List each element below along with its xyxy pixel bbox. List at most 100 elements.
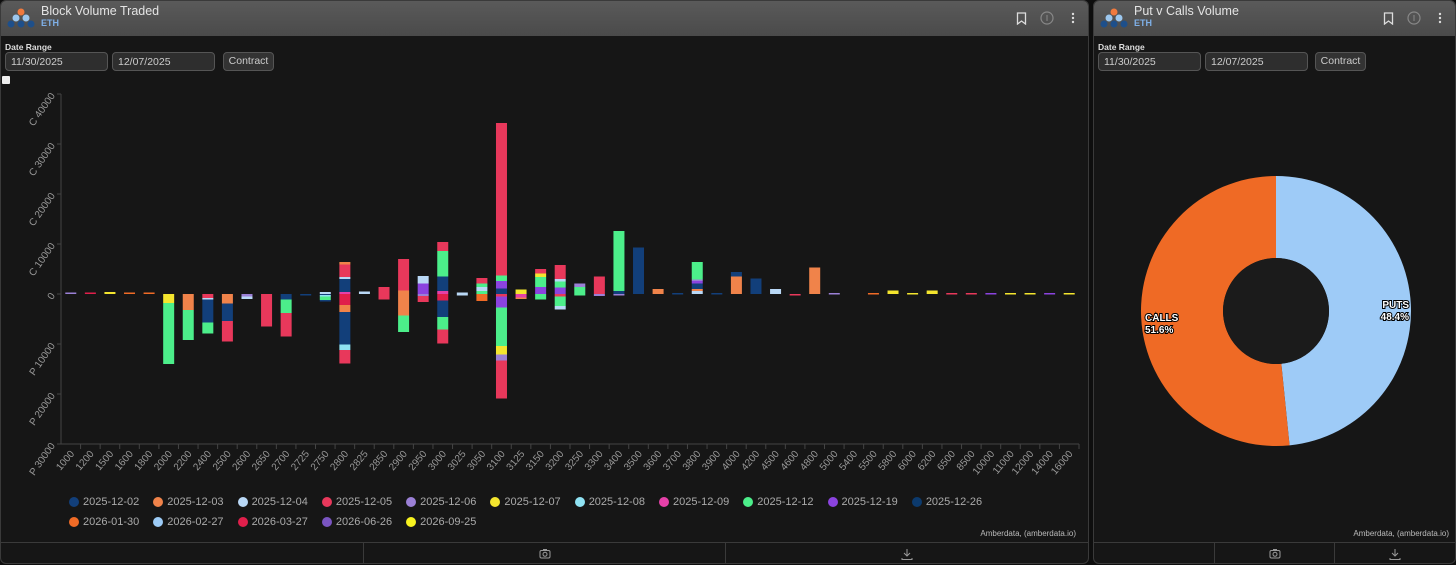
bar-segment-puts-3125-2025-12-09[interactable] (515, 294, 527, 298)
bar-segment-calls-1500-2025-12-07[interactable] (104, 292, 116, 294)
expand-toggle-icon[interactable] (2, 76, 10, 84)
end-date-input[interactable]: 12/07/2025 (112, 52, 215, 71)
bar-segment-puts-3200-2025-12-04[interactable] (554, 306, 566, 310)
bookmark-icon[interactable] (1381, 11, 1395, 25)
bar-segment-puts-2500-2025-12-05[interactable] (221, 321, 233, 342)
bar-segment-puts-2800-2025-12-02[interactable] (339, 312, 351, 345)
bar-segment-calls-4000-2025-12-03[interactable] (730, 276, 742, 295)
bar-segment-calls-3050-2025-12-12[interactable] (476, 291, 488, 294)
bar-segment-puts-2200-2025-12-03[interactable] (182, 294, 194, 310)
bar-segment-calls-6200-2025-12-07[interactable] (926, 290, 938, 295)
bar-segment-puts-2700-2025-12-02[interactable] (280, 294, 292, 300)
bar-segment-puts-3100-2025-12-05[interactable] (495, 294, 507, 297)
bar-segment-puts-3050-2026-01-30[interactable] (476, 294, 488, 301)
bar-segment-calls-1800-2026-01-30[interactable] (143, 292, 155, 295)
bar-segment-calls-3250-2025-12-06[interactable] (574, 283, 586, 288)
bar-segment-calls-3700-2025-12-02[interactable] (672, 293, 684, 295)
bar-segment-puts-3000-2025-12-02[interactable] (437, 300, 449, 318)
bar-segment-puts-2400-2025-12-02[interactable] (202, 299, 214, 323)
legend-item[interactable]: 2026-06-26 (321, 515, 392, 529)
bar-segment-puts-3200-2025-12-05[interactable] (554, 294, 566, 297)
bar-segment-puts-2900-2025-12-03[interactable] (398, 294, 410, 316)
contract-button[interactable]: Contract (1315, 52, 1366, 71)
bar-segment-calls-2950-2025-12-04[interactable] (417, 276, 429, 284)
bar-segment-puts-2750-2025-12-08[interactable] (319, 295, 331, 297)
bar-segment-calls-3400-2025-12-12[interactable] (613, 231, 625, 291)
bar-segment-calls-3500-2025-12-02[interactable] (633, 247, 645, 295)
bar-segment-puts-2800-2025-12-05[interactable] (339, 350, 351, 364)
bar-segment-puts-2000-2025-12-07[interactable] (163, 294, 175, 303)
bar-segment-puts-2700-2025-12-05[interactable] (280, 313, 292, 337)
bar-segment-calls-3900-2025-12-02[interactable] (711, 293, 723, 295)
bar-segment-puts-4600-2025-12-05[interactable] (789, 294, 801, 296)
legend-item[interactable]: 2025-12-09 (658, 495, 729, 509)
bar-segment-puts-3200-2025-12-12[interactable] (554, 296, 566, 307)
bar-segment-calls-3200-2025-12-12[interactable] (554, 281, 566, 288)
bar-segment-calls-4000-2025-12-02[interactable] (730, 272, 742, 277)
bar-segment-calls-2950-2025-12-19[interactable] (417, 283, 429, 295)
bar-segment-calls-2800-2025-12-02[interactable] (339, 279, 351, 292)
bar-segment-calls-3100-2025-12-19[interactable] (495, 281, 507, 289)
bar-segment-calls-10000-2025-12-19[interactable] (985, 293, 997, 295)
bar-segment-puts-2750-2025-12-12[interactable] (319, 296, 331, 301)
bar-segment-calls-3400-2025-12-02[interactable] (613, 291, 625, 294)
bar-segment-calls-2800-2025-12-03[interactable] (339, 262, 351, 265)
legend-item[interactable]: 2025-12-02 (69, 495, 139, 509)
bar-segment-puts-3000-2025-12-12[interactable] (437, 317, 449, 330)
bar-segment-puts-2900-2025-12-12[interactable] (398, 315, 410, 333)
bar-segment-calls-3600-2025-12-03[interactable] (652, 289, 664, 294)
legend-item[interactable]: 2025-12-06 (406, 495, 476, 509)
bar-segment-calls-3200-2025-12-05[interactable] (554, 265, 566, 279)
legend-item[interactable]: 2026-01-30 (69, 515, 139, 529)
bar-segment-calls-5800-2025-12-07[interactable] (887, 290, 899, 295)
bar-segment-calls-3100-2025-12-02[interactable] (495, 288, 507, 295)
bar-segment-calls-3100-2025-12-12[interactable] (495, 275, 507, 282)
bar-segment-calls-3025-2025-12-04[interactable] (456, 292, 468, 295)
bar-segment-calls-3800-2025-12-12[interactable] (691, 262, 703, 280)
bar-segment-calls-2900-2025-12-03[interactable] (398, 290, 410, 295)
bar-segment-calls-2800-2025-12-04[interactable] (339, 277, 351, 279)
legend-item[interactable]: 2026-02-27 (153, 515, 224, 529)
download-icon[interactable] (1335, 543, 1455, 563)
start-date-input[interactable]: 11/30/2025 (5, 52, 108, 71)
bar-segment-calls-16000-2025-12-07[interactable] (1063, 293, 1075, 295)
bar-segment-puts-3100-2025-12-19[interactable] (495, 296, 507, 308)
bar-segment-puts-2700-2025-12-12[interactable] (280, 299, 292, 314)
bar-segment-calls-3050-2025-12-05[interactable] (476, 278, 488, 284)
bar-segment-calls-1600-2026-01-30[interactable] (124, 292, 136, 295)
bar-segment-calls-4200-2025-12-02[interactable] (750, 278, 762, 295)
bar-segment-calls-3125-2025-12-07[interactable] (515, 289, 527, 295)
bar-segment-calls-6500-2025-12-05[interactable] (946, 293, 958, 295)
legend-item[interactable]: 2026-03-27 (237, 515, 308, 529)
bar-segment-calls-4800-2025-12-03[interactable] (809, 267, 821, 295)
bar-segment-calls-3800-2025-12-02[interactable] (691, 283, 703, 290)
bar-segment-calls-3100-2025-12-05[interactable] (495, 123, 507, 276)
bar-segment-calls-5500-2026-01-30[interactable] (867, 293, 879, 295)
bar-segment-puts-2800-2026-03-27[interactable] (339, 294, 351, 305)
legend-item[interactable]: 2025-12-26 (911, 495, 982, 509)
bar-segment-calls-3150-2025-12-05[interactable] (535, 269, 547, 274)
bar-segment-puts-3100-2025-12-12[interactable] (495, 307, 507, 347)
bar-segment-puts-3100-2025-12-07[interactable] (495, 346, 507, 355)
bar-segment-puts-2650-2025-12-05[interactable] (261, 294, 273, 327)
bar-segment-puts-3150-2025-12-12[interactable] (535, 294, 547, 300)
legend-item[interactable]: 2025-12-12 (743, 495, 814, 509)
bar-segment-calls-3150-2025-12-07[interactable] (535, 273, 547, 278)
bar-segment-puts-2600-2025-12-06[interactable] (241, 294, 253, 297)
bar-segment-calls-14000-2025-12-19[interactable] (1044, 293, 1056, 295)
contract-button[interactable]: Contract (223, 52, 274, 71)
bar-segment-calls-3800-2025-12-06[interactable] (691, 279, 703, 282)
bar-segment-puts-2850-2025-12-05[interactable] (378, 294, 390, 300)
bar-segment-calls-2800-2025-12-09[interactable] (339, 292, 351, 294)
bar-segment-calls-3000-2025-12-05[interactable] (437, 242, 449, 251)
bar-segment-puts-2950-2025-12-05[interactable] (417, 296, 429, 302)
bar-segment-puts-2200-2025-12-12[interactable] (182, 310, 194, 340)
bar-segment-calls-3050-2025-12-04[interactable] (476, 287, 488, 291)
bar-segment-calls-2900-2025-12-05[interactable] (398, 259, 410, 291)
bar-segment-puts-3125-2025-12-03[interactable] (515, 297, 527, 300)
bar-segment-puts-2400-2025-12-05[interactable] (202, 294, 214, 298)
bar-segment-puts-3300-2025-12-06[interactable] (593, 294, 605, 296)
bar-segment-puts-2800-2025-12-08[interactable] (339, 344, 351, 351)
bar-segment-puts-3000-2026-03-27[interactable] (437, 294, 449, 301)
bar-segment-calls-6000-2025-12-07[interactable] (907, 293, 919, 295)
